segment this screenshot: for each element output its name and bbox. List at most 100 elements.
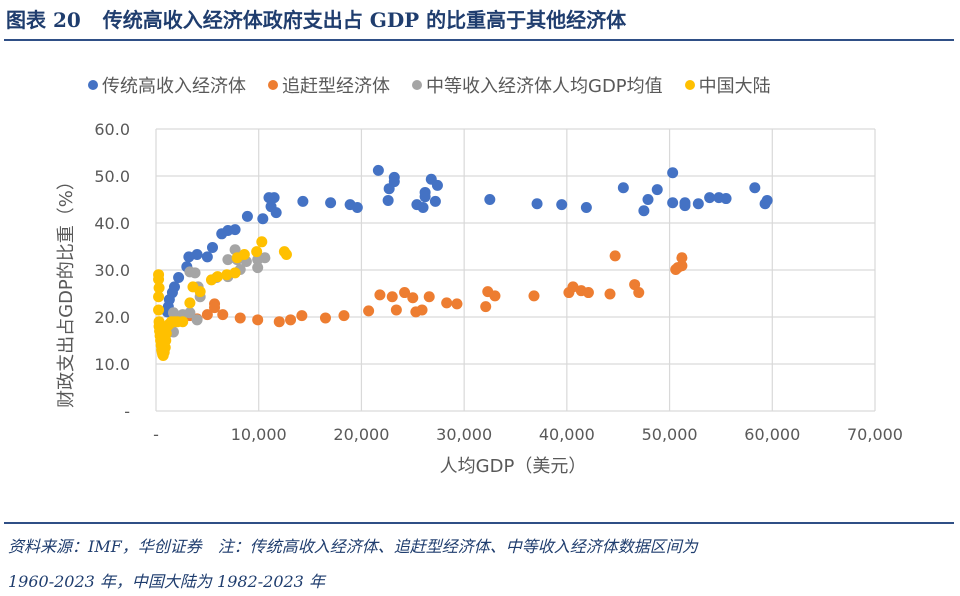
data-point xyxy=(217,309,229,321)
data-point xyxy=(638,205,650,217)
source-note-cont: 1960-2023 年，中国大陆为 1982-2023 年 xyxy=(8,572,325,591)
data-point xyxy=(676,252,688,264)
data-point xyxy=(667,197,679,209)
y-tick-label: 60.0 xyxy=(94,120,130,139)
source-note: 资料来源：IMF，华创证券 注：传统高收入经济体、追赶型经济体、中等收入经济体数… xyxy=(8,537,698,556)
data-point xyxy=(252,314,264,326)
figure-title: 图表 20 传统高收入经济体政府支出占 GDP 的比重高于其他经济体 xyxy=(6,4,626,33)
data-point xyxy=(419,191,431,203)
data-point xyxy=(374,289,386,301)
figure-title-text: 传统高收入经济体政府支出占 GDP 的比重高于其他经济体 xyxy=(102,8,627,32)
data-point xyxy=(297,195,309,207)
data-point xyxy=(338,310,350,322)
data-point xyxy=(206,241,218,253)
figure-number: 图表 20 xyxy=(6,8,81,32)
data-point xyxy=(759,198,771,210)
x-tick-label: 40,000 xyxy=(539,425,595,444)
x-tick-label: 20,000 xyxy=(333,425,389,444)
data-point xyxy=(238,248,250,260)
data-point xyxy=(489,290,501,302)
y-tick-label: 10.0 xyxy=(94,355,130,374)
series-0 xyxy=(161,164,773,318)
data-point xyxy=(184,307,196,319)
data-point xyxy=(234,312,246,324)
data-point xyxy=(173,272,185,284)
data-point xyxy=(194,286,206,298)
data-point xyxy=(184,266,196,278)
legend-marker-icon xyxy=(268,80,278,90)
chart-legend: 传统高收入经济体 追赶型经济体 中等收入经济体人均GDP均值 中国大陆 xyxy=(88,72,771,98)
data-point xyxy=(407,292,419,304)
data-point xyxy=(441,297,453,309)
data-point xyxy=(567,281,579,293)
data-point xyxy=(531,198,543,210)
data-point xyxy=(484,194,496,205)
x-tick-label: 10,000 xyxy=(231,425,287,444)
data-point xyxy=(201,251,213,263)
data-point xyxy=(416,304,428,316)
data-point xyxy=(229,267,241,279)
data-point xyxy=(617,182,629,194)
x-tick-label: 30,000 xyxy=(436,425,492,444)
legend-item-high-income: 传统高收入经济体 xyxy=(88,72,246,98)
y-axis-title: 财政支出占GDP的比重（%） xyxy=(56,172,77,408)
data-point xyxy=(672,262,684,274)
data-point xyxy=(382,194,394,206)
data-point xyxy=(273,316,285,328)
legend-marker-icon xyxy=(412,80,422,90)
legend-label: 传统高收入经济体 xyxy=(102,76,246,97)
data-point xyxy=(431,179,443,191)
data-point xyxy=(642,194,654,205)
legend-marker-icon xyxy=(88,80,98,90)
data-point xyxy=(749,182,761,194)
x-tick-label: 50,000 xyxy=(642,425,698,444)
data-point xyxy=(256,236,268,248)
data-point xyxy=(153,282,165,294)
data-point xyxy=(704,192,716,204)
data-point xyxy=(251,246,263,258)
data-point xyxy=(390,304,402,316)
data-point xyxy=(372,164,384,176)
data-point xyxy=(667,167,679,179)
data-point xyxy=(325,197,337,209)
data-point xyxy=(386,291,398,303)
y-tick-label: - xyxy=(124,402,130,421)
data-point xyxy=(212,271,224,283)
data-point xyxy=(651,184,663,196)
data-point xyxy=(270,207,282,219)
footer-rule xyxy=(4,522,954,524)
legend-item-middle-income: 中等收入经济体人均GDP均值 xyxy=(412,72,663,98)
data-point xyxy=(692,198,704,210)
data-point xyxy=(252,262,264,274)
y-tick-label: 50.0 xyxy=(94,167,130,186)
x-tick-label: 60,000 xyxy=(744,425,800,444)
header-rule xyxy=(4,39,954,41)
y-tick-label: 20.0 xyxy=(94,308,130,327)
legend-label: 中等收入经济体人均GDP均值 xyxy=(426,76,663,97)
data-point xyxy=(399,287,411,299)
data-point xyxy=(480,301,492,313)
data-point xyxy=(528,290,540,302)
data-point xyxy=(177,316,189,328)
data-point xyxy=(285,314,297,326)
data-point xyxy=(363,305,375,317)
data-point xyxy=(429,195,441,207)
data-point xyxy=(604,288,616,300)
series-3 xyxy=(153,236,292,362)
data-point xyxy=(720,193,732,205)
data-point xyxy=(679,200,691,212)
data-point xyxy=(229,224,241,236)
data-point xyxy=(451,298,463,310)
data-point xyxy=(168,281,180,293)
data-point xyxy=(153,273,165,285)
data-point xyxy=(423,291,435,303)
y-tick-label: 30.0 xyxy=(94,261,130,280)
data-point xyxy=(221,269,233,281)
data-point xyxy=(167,307,179,319)
data-point xyxy=(351,201,363,213)
data-point xyxy=(633,287,645,299)
legend-label: 中国大陆 xyxy=(698,76,771,97)
data-point xyxy=(268,192,280,204)
data-point xyxy=(319,312,331,324)
data-point xyxy=(280,248,292,260)
